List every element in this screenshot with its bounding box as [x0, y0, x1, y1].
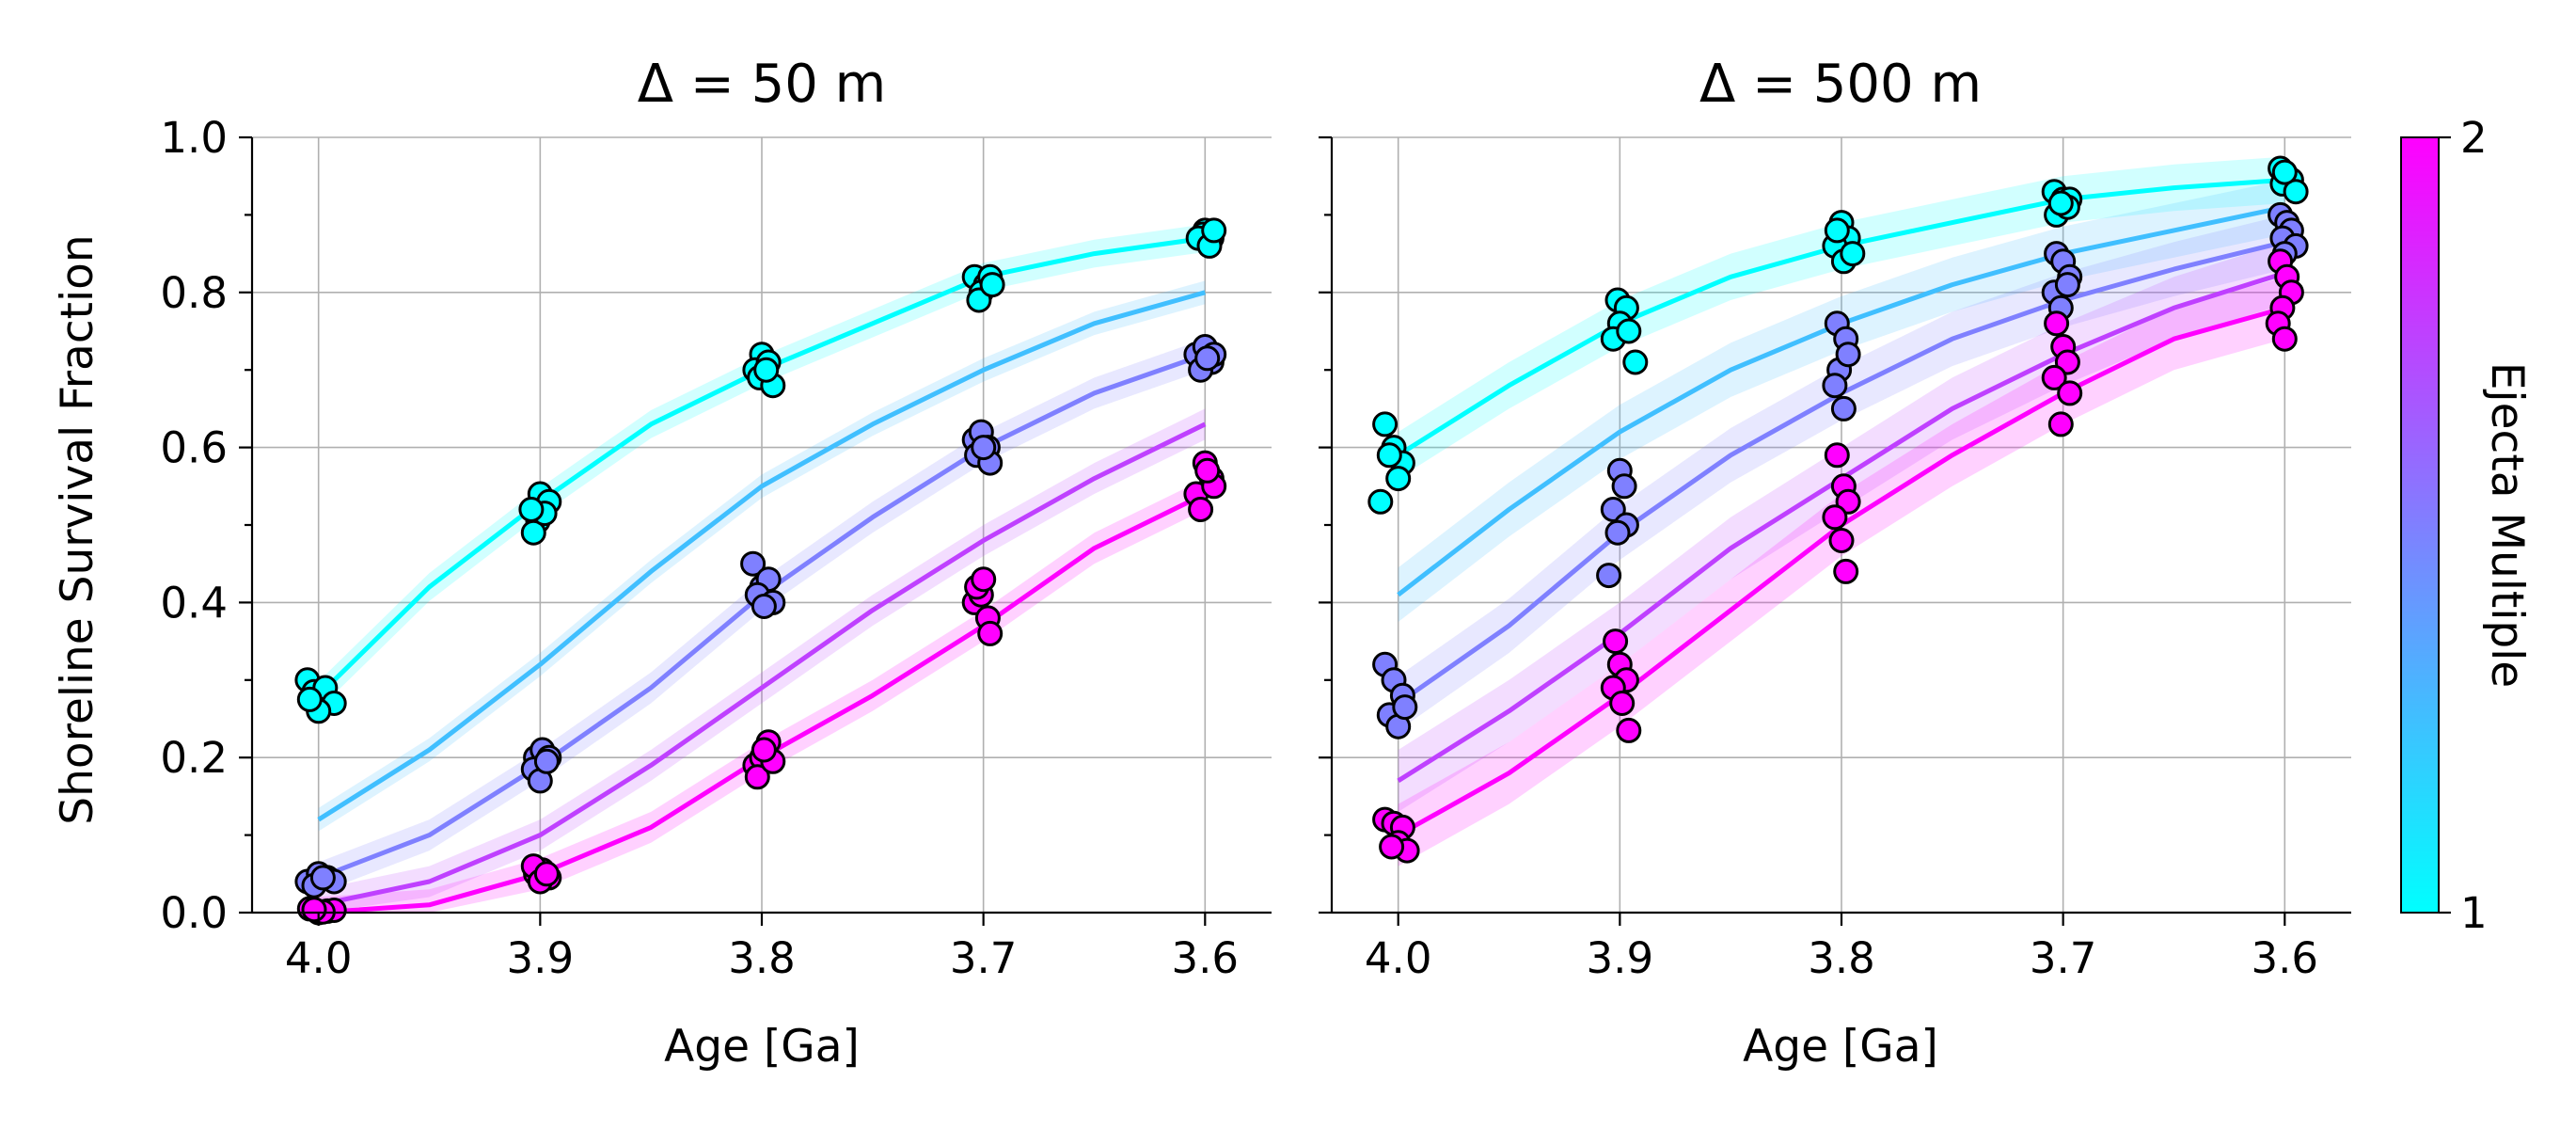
- colorbar-gradient: [2400, 136, 2440, 914]
- data-point: [1194, 345, 1221, 372]
- x-tick-label: 3.6: [1172, 933, 1240, 983]
- data-point: [1822, 504, 1848, 531]
- x-tick-label: 3.7: [2030, 933, 2097, 983]
- data-point: [2044, 310, 2070, 337]
- x-tick-label: 4.0: [285, 933, 353, 983]
- x-axis-label-right: Age [Ga]: [1743, 1021, 1938, 1073]
- data-point: [2041, 364, 2067, 390]
- x-tick-label: 3.8: [728, 933, 796, 983]
- data-point: [1824, 442, 1850, 469]
- data-point: [1604, 519, 1631, 546]
- data-point: [751, 594, 777, 619]
- axes-left: 0.0 0.2 0.4 0.6 0.8 1.0 4.0 3.9 3.8 3.7 3.6: [160, 113, 1272, 983]
- data-point: [1830, 395, 1857, 421]
- data-point: [971, 435, 997, 461]
- series-band: [318, 408, 1206, 913]
- data-point: [1835, 342, 1861, 368]
- series-band: [1398, 156, 2285, 479]
- series-band: [1398, 215, 2285, 731]
- x-tick-label: 3.6: [2252, 933, 2319, 983]
- data-point: [1611, 473, 1637, 500]
- data-point: [2271, 159, 2298, 185]
- panel-right: 4.0 3.9 3.8 3.7 3.6 Δ = 500 m Age [Ga]: [1319, 54, 2351, 1073]
- data-point: [1833, 558, 1859, 584]
- data-point: [1822, 373, 1848, 399]
- data-point: [971, 566, 997, 593]
- data-point: [740, 550, 766, 577]
- chart-title-left: Δ = 50 m: [638, 54, 886, 115]
- data-point: [301, 897, 327, 923]
- data-point: [1376, 442, 1402, 469]
- data-point: [1194, 457, 1221, 484]
- data-point: [1188, 497, 1214, 522]
- data-point: [1616, 717, 1642, 743]
- series-line: [317, 290, 1206, 822]
- scatter-points-left: [294, 217, 1227, 926]
- data-point: [2283, 179, 2309, 205]
- series-band: [318, 478, 1206, 913]
- data-point: [2047, 190, 2074, 216]
- data-point: [1824, 217, 1850, 244]
- y-tick-label: 1.0: [160, 113, 228, 163]
- panel-left: 0.0 0.2 0.4 0.6 0.8 1.0 4.0 3.9 3.8 3.7 3.6 Δ = 50…: [52, 54, 1272, 1073]
- x-tick-label: 3.9: [1587, 933, 1654, 983]
- x-tick-label: 3.9: [507, 933, 575, 983]
- gridlines-left: [252, 136, 1272, 914]
- y-tick-label: 0.0: [160, 888, 228, 938]
- colorbar-max-label: 2: [2460, 113, 2488, 163]
- data-point: [977, 620, 1004, 646]
- chart-title-right: Δ = 500 m: [1699, 54, 1982, 115]
- colorbar: 2 1 Ejecta Multiple: [2400, 113, 2533, 938]
- data-point: [1372, 411, 1399, 437]
- data-point: [1392, 694, 1418, 721]
- data-point: [1840, 241, 1866, 267]
- data-point: [1385, 466, 1412, 492]
- data-point: [2057, 380, 2083, 406]
- data-point: [1828, 528, 1855, 553]
- data-point: [533, 861, 560, 887]
- y-axis-label: Shoreline Survival Fraction: [52, 234, 103, 824]
- x-tick-label: 3.8: [1808, 933, 1875, 983]
- data-point: [533, 748, 560, 774]
- data-point: [309, 865, 336, 891]
- data-point: [1367, 488, 1394, 515]
- data-point: [518, 497, 545, 522]
- colorbar-label: Ejecta Multiple: [2481, 362, 2533, 688]
- data-point: [1616, 318, 1642, 344]
- data-point: [2271, 326, 2298, 352]
- data-point: [2054, 272, 2080, 298]
- data-point: [1609, 691, 1636, 716]
- data-point: [979, 272, 1005, 298]
- data-point: [1379, 834, 1405, 860]
- data-point: [744, 764, 770, 790]
- colorbar-min-label: 1: [2460, 888, 2488, 938]
- data-point: [1622, 349, 1649, 375]
- y-tick-label: 0.8: [160, 268, 228, 318]
- x-axis-label-left: Age [Ga]: [664, 1021, 860, 1073]
- x-tick-label: 3.7: [950, 933, 1018, 983]
- data-point: [1596, 563, 1622, 589]
- x-tick-label: 4.0: [1365, 933, 1432, 983]
- data-point: [296, 686, 323, 712]
- data-point: [2047, 411, 2074, 437]
- y-tick-label: 0.6: [160, 423, 228, 473]
- series-line: [318, 421, 1207, 908]
- y-tick-label: 0.2: [160, 733, 228, 783]
- scatter-points-right: [1367, 155, 2309, 864]
- axes-right: 4.0 3.9 3.8 3.7 3.6: [1319, 135, 2351, 983]
- data-point: [753, 357, 780, 383]
- data-point: [751, 737, 777, 763]
- y-tick-label: 0.4: [160, 578, 228, 628]
- data-point: [1201, 217, 1227, 244]
- data-point: [1603, 628, 1629, 655]
